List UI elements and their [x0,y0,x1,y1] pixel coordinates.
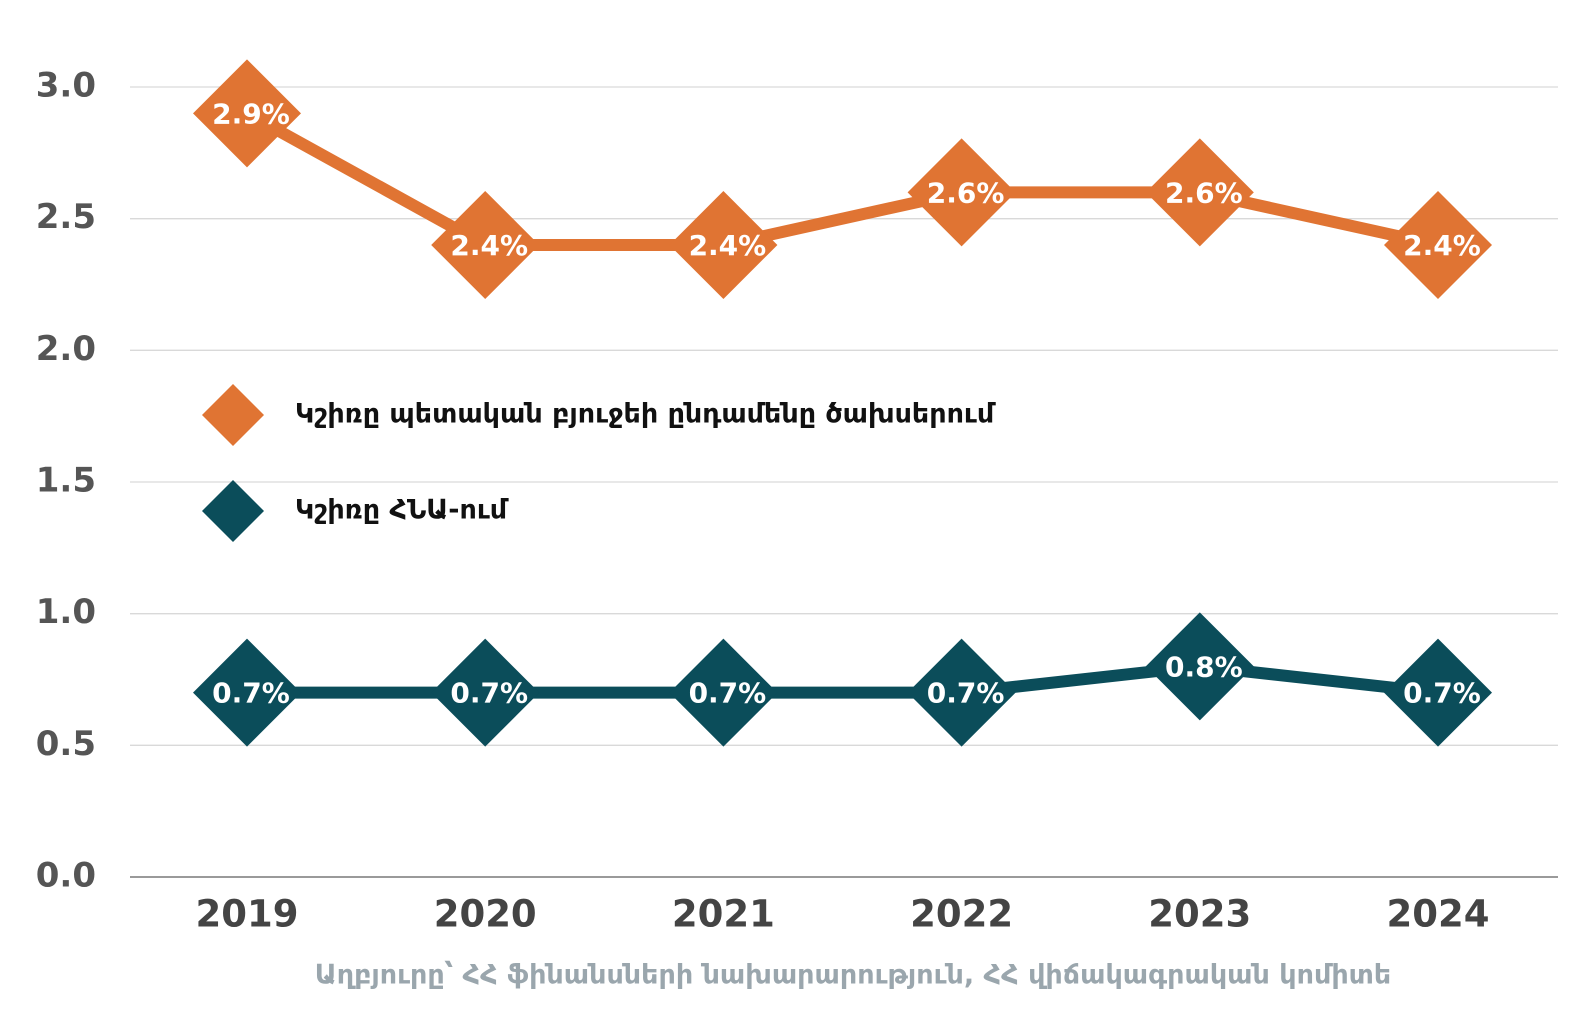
y-tick-label: 3.0 [36,66,96,106]
data-label: 2.6% [1165,176,1243,209]
point-marker [1145,612,1254,721]
data-label: 0.7% [450,677,528,710]
data-label: 2.4% [450,229,528,262]
x-tick-label: 2023 [1148,893,1251,936]
y-tick-label: 1.5 [36,461,96,501]
x-tick-label: 2019 [196,893,299,936]
x-tick-label: 2022 [910,893,1013,936]
y-tick-label: 0.0 [36,856,96,896]
point-marker [431,638,540,747]
point-marker [431,191,540,299]
y-tick-label: 2.5 [36,197,96,237]
y-tick-label: 1.0 [36,592,96,632]
point-marker [907,138,1016,247]
point-marker [669,191,778,299]
x-tick-label: 2020 [434,893,537,936]
data-label: 2.4% [1403,229,1481,262]
data-label: 2.6% [927,176,1005,209]
data-label: 0.7% [1403,677,1481,710]
point-marker [1145,138,1254,247]
point-marker [1384,638,1492,747]
data-label: 0.7% [927,677,1005,710]
data-label: 0.7% [212,677,290,710]
point-marker [193,59,301,168]
point-marker [193,638,301,747]
series-line [244,108,1440,251]
point-marker [907,638,1016,747]
source-note: Աղբյուրը՝ ՀՀ ֆինանսների նախարարություն, … [315,960,1391,991]
legend-label: Կշիռը պետական բյուջեի ընդամենը ծախսերում [295,399,996,430]
point-marker [1384,191,1492,299]
y-tick-label: 2.0 [36,329,96,369]
legend-label: Կշիռը ՀՆԱ-ում [295,495,509,526]
data-label: 2.4% [689,229,767,262]
legend-marker [202,480,264,542]
data-label: 0.7% [689,677,767,710]
data-label: 0.8% [1165,650,1243,683]
data-label: 2.9% [212,97,290,130]
y-tick-label: 0.5 [36,724,96,764]
legend-marker [202,384,264,446]
x-tick-label: 2021 [672,893,775,936]
series-line [247,660,1439,699]
point-marker [669,638,778,747]
x-tick-label: 2024 [1387,893,1490,936]
